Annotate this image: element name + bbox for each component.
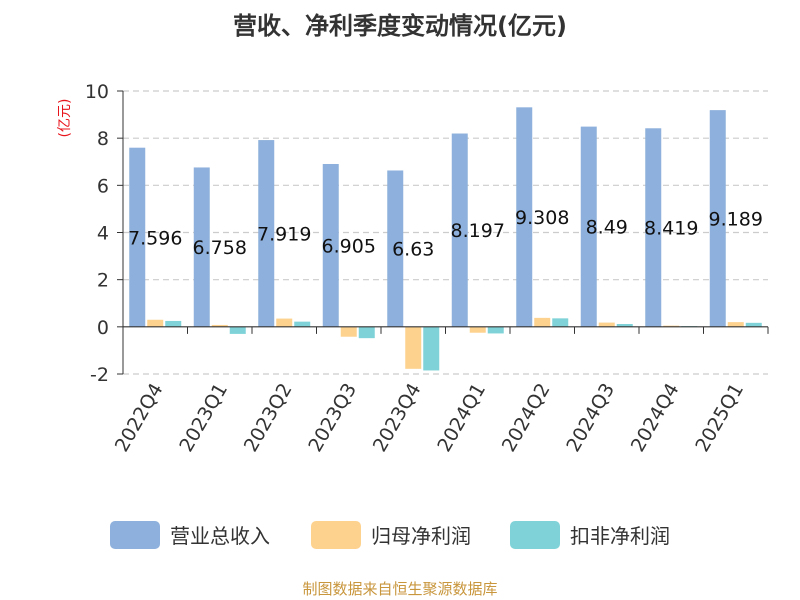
- bar-net-profit: [469, 326, 486, 333]
- bar-net-profit: [598, 322, 615, 327]
- y-tick-label: 0: [97, 317, 109, 339]
- grid-lines: [123, 90, 768, 375]
- bar-deducted-net-profit: [229, 326, 246, 334]
- bar-deducted-net-profit: [616, 324, 633, 327]
- x-tick-label: 2024Q1: [433, 380, 490, 456]
- bar-deducted-net-profit: [487, 326, 504, 334]
- bar-revenue: [322, 163, 339, 327]
- bar-net-profit: [405, 326, 422, 369]
- data-label-revenue: 9.308: [515, 207, 569, 229]
- bar-deducted-net-profit: [358, 326, 375, 339]
- bars: [129, 107, 762, 371]
- x-tick-label: 2023Q1: [175, 380, 232, 456]
- data-label-revenue: 6.758: [193, 237, 247, 259]
- x-tick-label: 2022Q4: [111, 380, 168, 456]
- data-labels: 7.596 6.758 7.919 6.905 6.63 8.197 9.308 8.49 8.…: [128, 207, 763, 261]
- x-tick-label: 2023Q3: [304, 380, 361, 456]
- legend-swatch: [110, 521, 160, 549]
- legend: 营业总收入 归母净利润 扣非净利润: [110, 521, 670, 549]
- y-tick-label: -2: [90, 364, 109, 386]
- bar-revenue: [451, 133, 468, 327]
- chart-title: 营收、净利季度变动情况(亿元): [233, 12, 567, 40]
- bar-revenue: [193, 167, 210, 327]
- bar-revenue: [709, 110, 726, 327]
- bar-net-profit: [534, 317, 551, 327]
- x-tick-label: 2024Q3: [562, 380, 619, 456]
- y-tick-label: 10: [85, 81, 109, 103]
- bar-revenue: [580, 126, 597, 327]
- x-tick-label: 2024Q4: [627, 380, 684, 456]
- bar-net-profit: [340, 326, 357, 337]
- bar-deducted-net-profit: [165, 320, 182, 327]
- bar-revenue: [258, 140, 275, 327]
- legend-label: 扣非净利润: [570, 524, 670, 548]
- bar-deducted-net-profit: [423, 326, 440, 371]
- bar-net-profit: [276, 318, 293, 327]
- bar-deducted-net-profit: [745, 322, 762, 327]
- bar-revenue: [645, 128, 662, 327]
- x-tick-label: 2023Q4: [369, 380, 426, 456]
- bar-net-profit: [147, 319, 164, 327]
- y-axis-unit-label: (亿元): [57, 99, 73, 138]
- legend-label: 营业总收入: [170, 524, 270, 548]
- data-label-revenue: 7.596: [128, 227, 182, 249]
- bar-net-profit: [211, 324, 228, 327]
- legend-label: 归母净利润: [371, 524, 471, 548]
- bar-revenue: [129, 147, 146, 327]
- bar-net-profit: [727, 322, 744, 327]
- source-note: 制图数据来自恒生聚源数据库: [302, 580, 497, 598]
- bar-revenue: [516, 107, 533, 327]
- bar-deducted-net-profit: [294, 321, 311, 327]
- x-tick-label: 2025Q1: [691, 380, 748, 456]
- data-label-revenue: 8.419: [644, 218, 698, 240]
- data-label-revenue: 6.63: [392, 239, 434, 261]
- bar-revenue: [387, 170, 404, 327]
- x-tick-label: 2023Q2: [240, 380, 297, 456]
- legend-swatch: [510, 521, 560, 549]
- data-label-revenue: 8.49: [586, 217, 628, 239]
- data-label-revenue: 9.189: [709, 208, 763, 230]
- y-tick-label: 4: [97, 223, 109, 245]
- data-label-revenue: 8.197: [451, 220, 505, 242]
- y-tick-label: 6: [97, 175, 109, 197]
- x-tick-label: 2024Q2: [498, 380, 555, 456]
- legend-swatch: [311, 521, 361, 549]
- y-tick-label: 8: [97, 128, 109, 150]
- y-tick-label: 2: [97, 270, 109, 292]
- data-label-revenue: 7.919: [257, 223, 311, 245]
- bar-deducted-net-profit: [552, 318, 569, 327]
- data-label-revenue: 6.905: [322, 235, 376, 257]
